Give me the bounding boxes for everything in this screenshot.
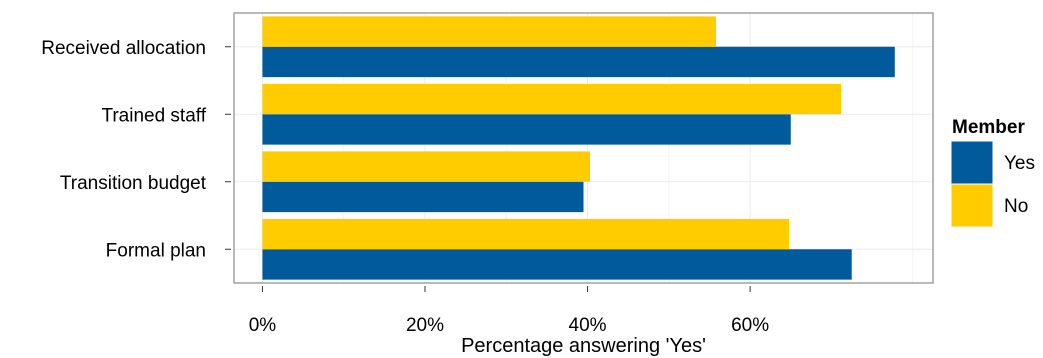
y-tick-label: Trained staff bbox=[101, 105, 206, 126]
legend: Member Yes No bbox=[950, 117, 1035, 228]
bar-yes bbox=[262, 181, 584, 213]
bars bbox=[262, 16, 895, 280]
x-tick-label: 20% bbox=[406, 315, 444, 336]
bar-yes bbox=[262, 114, 791, 145]
y-tick-label: Formal plan bbox=[106, 240, 206, 261]
x-tick-label: 0% bbox=[249, 315, 277, 336]
x-tick-label: 60% bbox=[731, 315, 769, 336]
bar-no bbox=[262, 151, 591, 182]
bar-yes bbox=[262, 46, 895, 78]
legend-label: Yes bbox=[1004, 153, 1035, 174]
x-axis: 0% 20% 40% 60% bbox=[249, 286, 769, 336]
bar-no bbox=[262, 218, 790, 250]
bar-yes bbox=[262, 249, 852, 280]
y-tick-label: Transition budget bbox=[60, 173, 207, 194]
bar-no bbox=[262, 83, 842, 115]
x-tick-label: 40% bbox=[569, 315, 607, 336]
plot-panel-border bbox=[233, 12, 934, 284]
y-axis: Received allocation Trained staff Transiti… bbox=[41, 38, 231, 261]
x-axis-title: Percentage answering 'Yes' bbox=[461, 335, 706, 357]
legend-key-yes bbox=[950, 140, 994, 185]
legend-title: Member bbox=[952, 117, 1025, 138]
bar-no bbox=[262, 16, 716, 47]
legend-key-no bbox=[950, 183, 994, 228]
legend-label: No bbox=[1004, 196, 1028, 217]
y-tick-label: Received allocation bbox=[41, 38, 206, 59]
